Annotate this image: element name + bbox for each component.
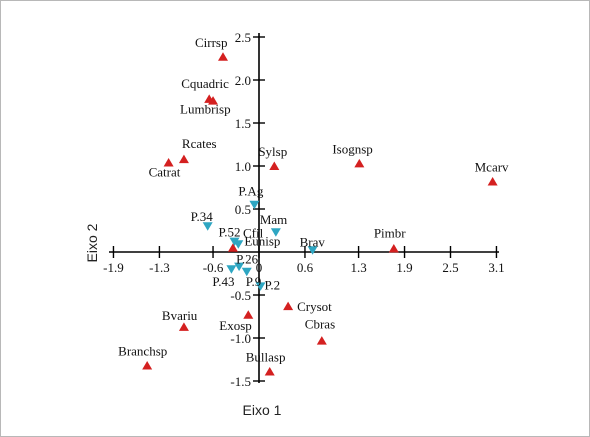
- point-label: Isognsp: [332, 141, 372, 156]
- species-point-pimbr: [388, 244, 399, 253]
- site-point-p34: [202, 222, 213, 231]
- point-label: P.9: [246, 274, 262, 289]
- point-label: Eunisp: [244, 233, 280, 248]
- x-tick-label: -0.6: [203, 260, 224, 275]
- point-label: Lumbrisp: [180, 102, 231, 117]
- point-label: Mcarv: [475, 159, 509, 174]
- point-label: P.43: [212, 274, 234, 289]
- point-label: Cquadric: [181, 76, 229, 91]
- species-point-sylsp: [269, 161, 280, 170]
- point-label: P.34: [191, 209, 214, 224]
- site-point-brav: [307, 246, 318, 255]
- tick-labels: -1.9 -1.3 -0.6 0 0.6 1.3 1.9 2.5 3.1 2.5 2.0 1.5 1.0…: [103, 30, 504, 389]
- data-points: [142, 52, 498, 376]
- x-tick-label: 0: [256, 260, 263, 275]
- x-tick-label: 1.9: [396, 260, 412, 275]
- point-label: Catrat: [149, 165, 181, 180]
- point-label: Sylsp: [258, 144, 287, 159]
- axes: [109, 33, 499, 383]
- species-point-cirrsp: [217, 52, 228, 61]
- species-point-mcarv: [487, 176, 498, 186]
- species-point-lumbrisp: [208, 96, 219, 105]
- species-point-bullasp: [264, 367, 275, 376]
- x-tick-label: 1.3: [350, 260, 366, 275]
- x-tick-label: -1.9: [103, 260, 124, 275]
- point-label: P.Ag: [238, 184, 263, 199]
- point-label: Cirrsp: [195, 35, 228, 50]
- site-point-pag: [249, 200, 260, 210]
- site-point-p43: [226, 265, 237, 274]
- y-tick-label: -1.5: [230, 374, 251, 389]
- species-point-isognsp: [354, 158, 365, 168]
- species-point-bvariu: [178, 322, 189, 331]
- x-tick-label: -1.3: [149, 260, 170, 275]
- point-label: P.26: [236, 252, 259, 267]
- site-point-p2: [255, 282, 266, 291]
- point-label: Branchsp: [118, 344, 167, 359]
- point-label: Cbras: [305, 317, 335, 332]
- x-tick-label: 0.6: [297, 260, 314, 275]
- y-tick-label: 1.5: [235, 116, 251, 131]
- site-point-p26: [234, 262, 245, 272]
- site-point-mam: [270, 228, 281, 237]
- x-axis-title: Eixo 1: [243, 402, 282, 418]
- point-label: Brav: [300, 234, 326, 249]
- point-label: Bvariu: [162, 308, 198, 323]
- point-label: Bullasp: [246, 350, 286, 365]
- y-tick-label: 1.0: [235, 159, 251, 174]
- y-axis-title: Eixo 2: [84, 223, 100, 262]
- point-label: Rcates: [182, 136, 217, 151]
- species-point-cfil: [227, 243, 238, 252]
- point-label: Crysot: [297, 299, 332, 314]
- species-point-crysot: [283, 301, 294, 311]
- point-label: Mam: [260, 212, 287, 227]
- point-label: Exosp: [219, 318, 252, 333]
- y-tick-label: -1.0: [230, 331, 251, 346]
- x-tick-label: 2.5: [442, 260, 458, 275]
- species-point-exosp: [243, 310, 254, 319]
- x-tick-label: 3.1: [488, 260, 504, 275]
- y-tick-label: 2.5: [235, 30, 251, 45]
- y-tick-label: 2.0: [235, 73, 251, 88]
- point-label: Pimbr: [374, 226, 406, 241]
- species-point-catrat: [163, 158, 174, 167]
- site-point-p9: [241, 267, 252, 277]
- species-point-branchsp: [142, 361, 153, 370]
- point-label: P.52: [218, 225, 240, 240]
- species-point-cbras: [316, 336, 327, 345]
- y-tick-label: 0.5: [235, 202, 251, 217]
- point-label: P.2: [265, 277, 281, 292]
- y-tick-label: -0.5: [230, 288, 251, 303]
- species-point-rcates: [178, 154, 189, 164]
- site-point-eunisp: [233, 240, 244, 249]
- point-label: Cfil: [243, 226, 264, 241]
